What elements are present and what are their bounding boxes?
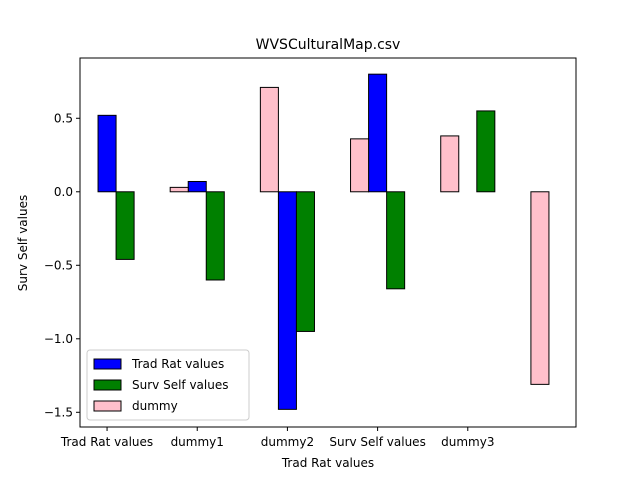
legend: Trad Rat values Surv Self values dummy xyxy=(86,349,250,421)
y-tick-label: 0.5 xyxy=(54,111,73,125)
legend-label: Trad Rat values xyxy=(131,357,224,371)
bar-2-1 xyxy=(115,191,135,260)
bar-2-2 xyxy=(205,191,225,281)
x-tick-label: Surv Self values xyxy=(329,435,425,449)
bar-2-3 xyxy=(295,191,315,332)
y-axis: −1.5 −1.0 −0.5 0.0 0.5 xyxy=(44,111,80,419)
legend-label: Surv Self values xyxy=(132,378,228,392)
legend-label: dummy xyxy=(132,399,178,413)
legend-swatch xyxy=(93,400,122,412)
bar-3-5 xyxy=(440,135,460,193)
y-tick-label: −0.5 xyxy=(44,258,73,272)
bar-1-3 xyxy=(277,191,297,410)
bar-3-3 xyxy=(259,86,279,193)
bar-1-2 xyxy=(187,180,207,193)
bar-2-5 xyxy=(476,110,496,193)
legend-swatch xyxy=(93,379,122,391)
y-tick-label: −1.0 xyxy=(44,332,73,346)
bar-3-6 xyxy=(530,191,550,385)
y-tick-label: −1.5 xyxy=(44,405,73,419)
legend-swatch xyxy=(93,358,122,370)
bar-1-1 xyxy=(97,114,117,193)
y-tick-label: 0.0 xyxy=(54,185,73,199)
plot-frame xyxy=(79,57,577,428)
x-tick-label: dummy2 xyxy=(261,435,314,449)
chart-title: WVSCulturalMap.csv xyxy=(256,37,401,53)
x-tick-label: Trad Rat values xyxy=(60,435,153,449)
bar-3-4 xyxy=(350,138,370,193)
x-tick-label: dummy1 xyxy=(171,435,224,449)
bar-2-4 xyxy=(386,191,406,290)
y-axis-label: Surv Self values xyxy=(16,195,30,291)
bar-3-2 xyxy=(169,186,189,193)
x-axis-label: Trad Rat values xyxy=(281,456,374,470)
bar-1-4 xyxy=(368,73,388,193)
bars-layer xyxy=(97,73,550,410)
x-tick-label: dummy3 xyxy=(441,435,494,449)
x-axis: Trad Rat values dummy1 dummy2 Surv Self val… xyxy=(60,427,494,449)
legend-box xyxy=(86,349,250,421)
